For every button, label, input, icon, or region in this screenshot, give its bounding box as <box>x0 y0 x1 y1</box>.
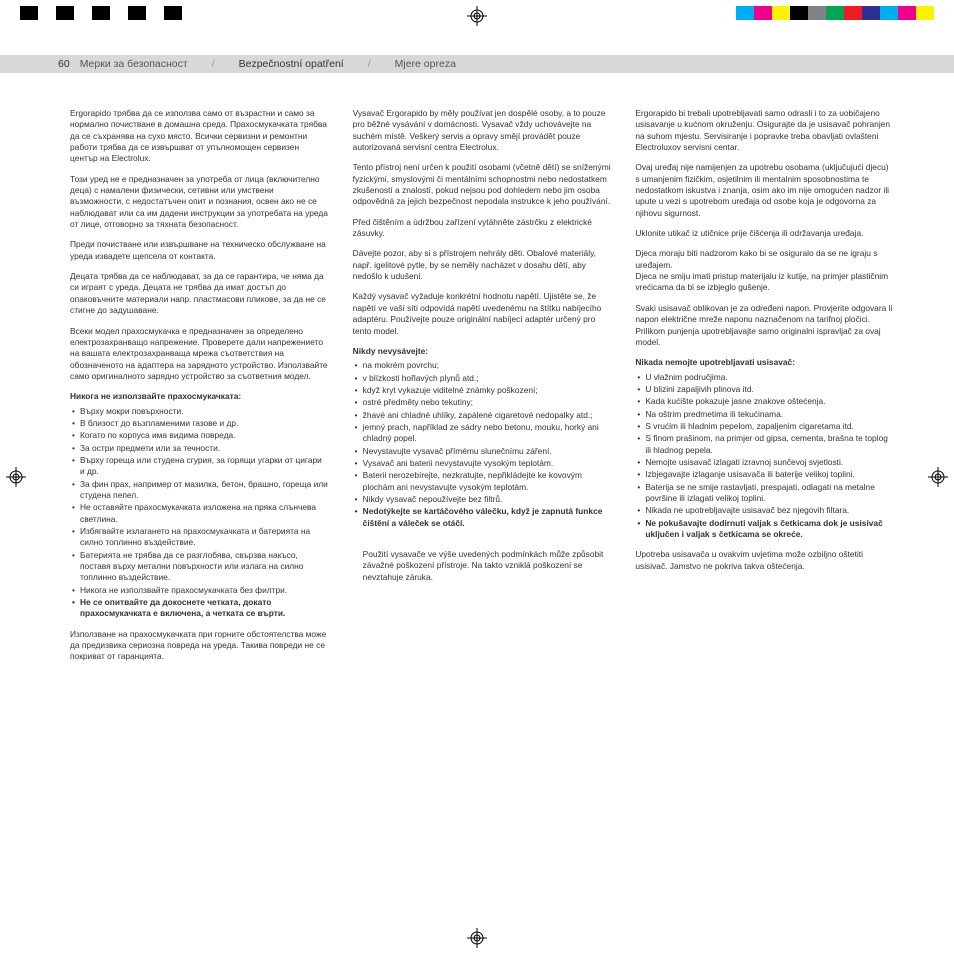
paragraph: Vysavač Ergorapido by měly používat jen … <box>353 108 612 153</box>
color-swatch <box>56 6 74 20</box>
bullet-list: Върху мокри повърхности.В близост до въз… <box>70 406 329 620</box>
paragraph: Този уред не е предназначен за употреба … <box>70 174 329 231</box>
list-item: S vrućim ili hladnim pepelom, zapaljenim… <box>635 421 894 432</box>
list-item: Izbjegavajte izlaganje usisavača ili bat… <box>635 469 894 480</box>
paragraph: Ovaj uređaj nije namijenjen za upotrebu … <box>635 162 894 219</box>
color-swatch <box>898 6 916 20</box>
page-number: 60 <box>58 58 70 70</box>
page-content: Ergorapido трябва да се използва само от… <box>70 108 894 672</box>
paragraph: Всеки модел прахосмукачка е предназначен… <box>70 326 329 383</box>
list-item-bold: Nedotýkejte se kartáčového válečku, když… <box>353 506 612 529</box>
registration-mark-icon <box>467 6 487 26</box>
color-swatch <box>146 6 164 20</box>
list-item: Kada kućište pokazuje jasne znakove ošte… <box>635 396 894 407</box>
list-item: U blizini zapaljivih plinova itd. <box>635 384 894 395</box>
header-section-2: Bezpečnostní opatření <box>239 58 344 70</box>
paragraph: Ergorapido bi trebali upotrebljavati sam… <box>635 108 894 153</box>
color-swatch <box>164 6 182 20</box>
list-heading: Никога не използвайте прахосмукачката: <box>70 391 329 402</box>
column-bulgarian: Ergorapido трябва да се използва само от… <box>70 108 329 672</box>
color-swatch <box>844 6 862 20</box>
list-item: U vlažnim područjima. <box>635 372 894 383</box>
header-separator: / <box>368 58 371 70</box>
header-section-1: Мерки за безопасност <box>80 58 188 70</box>
paragraph: Před čištěním a údržbou zařízení vytáhně… <box>353 217 612 240</box>
paragraph: Dávejte pozor, aby si s přístrojem nehrá… <box>353 248 612 282</box>
color-swatch <box>754 6 772 20</box>
list-item: Никога не използвайте прахосмукачката бе… <box>70 585 329 596</box>
color-swatch <box>862 6 880 20</box>
list-item: v blízkosti hořlavých plynů atd.; <box>353 373 612 384</box>
list-heading: Nikdy nevysávejte: <box>353 346 612 357</box>
color-swatch <box>790 6 808 20</box>
list-item-bold: Не се опитвайте да докоснете четката, до… <box>70 597 329 620</box>
registration-mark-icon <box>467 928 487 948</box>
registration-mark-icon <box>928 467 948 487</box>
list-item: Батерията не трябва да се разглобява, св… <box>70 550 329 584</box>
list-item: žhavé ani chladné uhlíky, zapálené cigar… <box>353 410 612 421</box>
bullet-list: U vlažnim područjima.U blizini zapaljivi… <box>635 372 894 541</box>
color-swatch <box>772 6 790 20</box>
page-header: 60 Мерки за безопасност / Bezpečnostní o… <box>0 55 954 73</box>
list-item: За остри предмети или за течности. <box>70 443 329 454</box>
paragraph: Svaki usisavač oblikovan je za određeni … <box>635 303 894 348</box>
list-item: Върху мокри повърхности. <box>70 406 329 417</box>
color-swatch <box>20 6 38 20</box>
column-croatian: Ergorapido bi trebali upotrebljavati sam… <box>635 108 894 672</box>
bullet-list: na mokrém povrchu; v blízkosti hořlavých … <box>353 360 612 529</box>
paragraph: Uklonite utikač iz utičnice prije čišćen… <box>635 228 894 239</box>
color-swatch <box>128 6 146 20</box>
list-item: Когато по корпуса има видима повреда. <box>70 430 329 441</box>
list-item: Избягвайте излагането на прахосмукачката… <box>70 526 329 549</box>
color-swatch <box>38 6 56 20</box>
paragraph: Každý vysavač vyžaduje konkrétní hodnotu… <box>353 291 612 336</box>
paragraph: Ergorapido трябва да се използва само от… <box>70 108 329 165</box>
list-item: jemný prach, například ze sádry nebo bet… <box>353 422 612 445</box>
list-item: Nikdy vysavač nepoužívejte bez filtrů. <box>353 494 612 505</box>
paragraph: Преди почистване или извършване на техни… <box>70 239 329 262</box>
list-item-bold: Ne pokušavajte dodirnuti valjak s četkic… <box>635 518 894 541</box>
color-swatch <box>880 6 898 20</box>
paragraph: Tento přístroj není určen k použití osob… <box>353 162 612 207</box>
list-item: В близост до възпламеними газове и др. <box>70 418 329 429</box>
color-swatch <box>74 6 92 20</box>
list-item: Nevystavujte vysavač přímému slunečnímu … <box>353 446 612 457</box>
list-item: ostré předměty nebo tekutiny; <box>353 397 612 408</box>
color-swatch <box>736 6 754 20</box>
list-item: Върху гореща или студена сгурия, за горя… <box>70 455 329 478</box>
header-section-3: Mjere opreza <box>395 58 456 70</box>
list-item: když kryt vykazuje viditelné známky pošk… <box>353 385 612 396</box>
paragraph: Използване на прахосмукачката при горнит… <box>70 629 329 663</box>
paragraph: Použití vysavače ve výše uvedených podmí… <box>353 549 612 583</box>
paragraph: Upotreba usisavača u ovakvim uvjetima mo… <box>635 549 894 572</box>
list-item: na mokrém povrchu; <box>353 360 612 371</box>
header-separator: / <box>212 58 215 70</box>
list-item: Baterija se ne smije rastavljati, prespa… <box>635 482 894 505</box>
color-swatch <box>916 6 934 20</box>
list-item: Vysavač ani baterii nevystavujte vysokým… <box>353 458 612 469</box>
list-item: Nikada ne upotrebljavajte usisavač bez n… <box>635 505 894 516</box>
list-item: Na oštrim predmetima ili tekućinama. <box>635 409 894 420</box>
list-item: Не оставяйте прахосмукачката изложена на… <box>70 502 329 525</box>
color-swatch <box>808 6 826 20</box>
paragraph: Децата трябва да се наблюдават, за да се… <box>70 271 329 316</box>
color-swatch <box>110 6 128 20</box>
registration-mark-icon <box>6 467 26 487</box>
list-item: За фин прах, например от мазилка, бетон,… <box>70 479 329 502</box>
list-item: S finom prašinom, na primjer od gipsa, c… <box>635 433 894 456</box>
list-item: Nemojte usisavač izlagati izravnoj sunče… <box>635 457 894 468</box>
column-czech: Vysavač Ergorapido by měly používat jen … <box>353 108 612 672</box>
color-swatch <box>92 6 110 20</box>
color-swatch <box>826 6 844 20</box>
list-heading: Nikada nemojte upotrebljavati usisavač: <box>635 357 894 368</box>
paragraph: Djeca moraju biti nadzorom kako bi se os… <box>635 248 894 293</box>
list-item: Baterii nerozebírejte, nezkratujte, nepř… <box>353 470 612 493</box>
